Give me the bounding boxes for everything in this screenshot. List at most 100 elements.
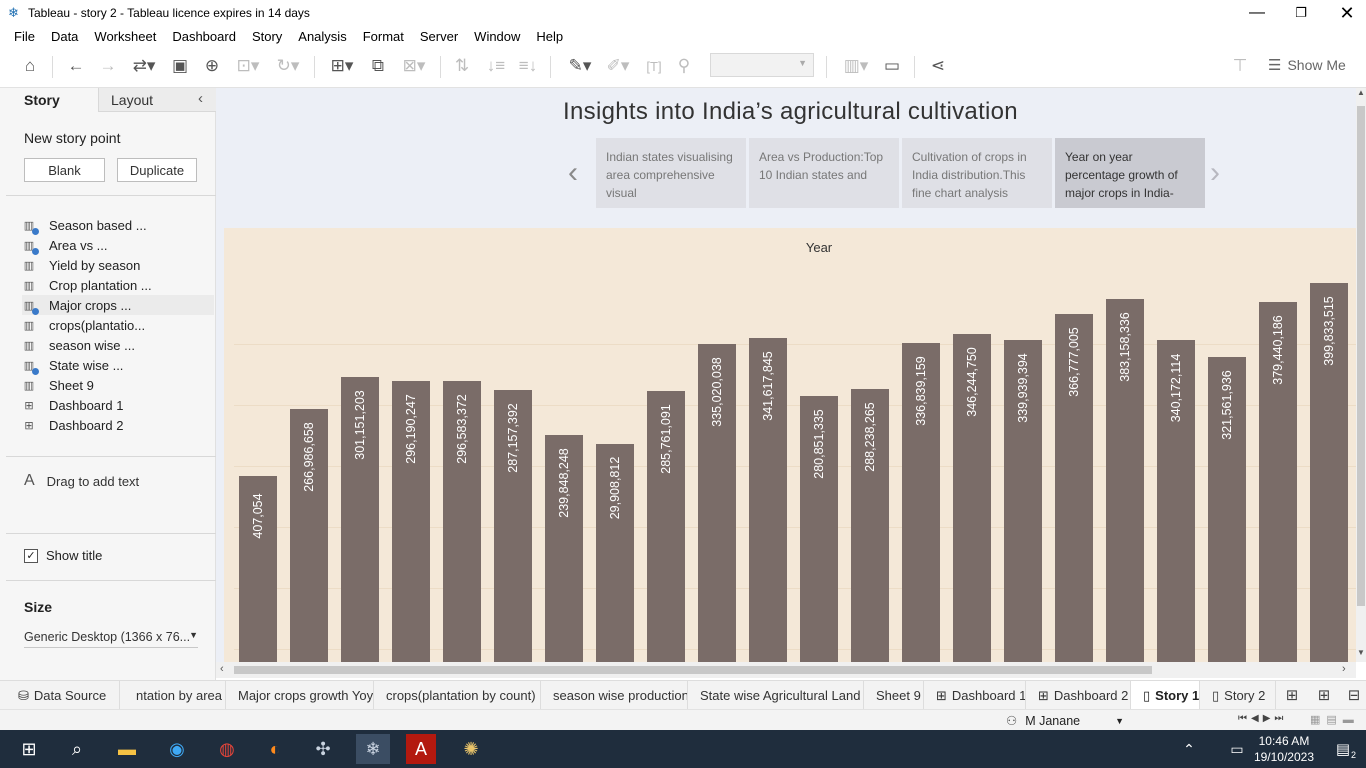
sheet-list-item[interactable]: ▥ season wise ... [22, 335, 214, 355]
vertical-scrollbar[interactable]: ▲ ▼ [1356, 88, 1366, 662]
scroll-up-icon[interactable]: ▲ [1357, 88, 1365, 97]
new-worksheet-icon[interactable]: ⊞▾ [330, 56, 354, 75]
bar[interactable] [1106, 299, 1144, 662]
bar[interactable] [392, 381, 430, 662]
next-story-point-icon[interactable]: › [1210, 156, 1220, 189]
bar[interactable] [596, 444, 634, 662]
windows-start-icon[interactable]: ⊞ [21, 738, 37, 759]
blank-button[interactable]: Blank [24, 158, 105, 182]
save-icon[interactable]: ▣ [171, 56, 189, 75]
sheet-tab[interactable]: crops(plantation by count) [374, 681, 541, 710]
swap-icon[interactable]: ⇅ [454, 56, 470, 75]
bar[interactable] [1157, 340, 1195, 662]
drag-to-add-text[interactable]: A Drag to add text [24, 472, 140, 489]
file-explorer-icon[interactable]: ▬ [118, 738, 136, 759]
new-worksheet-tab-icon[interactable]: ⊞ [1285, 687, 1299, 704]
menu-analysis[interactable]: Analysis [298, 28, 347, 44]
share-icon[interactable]: ⋖ [930, 56, 946, 75]
new-data-source-icon[interactable]: ⊕ [204, 56, 220, 75]
sheet-list-item[interactable]: ▥ State wise ... [22, 355, 214, 375]
bar[interactable] [953, 334, 991, 662]
user-menu[interactable]: ⚇ M Janane ▼ [1006, 713, 1124, 729]
bar[interactable] [341, 377, 379, 662]
menu-window[interactable]: Window [474, 28, 521, 44]
menu-format[interactable]: Format [362, 28, 404, 44]
duplicate-button[interactable]: Duplicate [117, 158, 197, 182]
bar[interactable] [800, 396, 838, 662]
new-story-tab-icon[interactable]: ⊟ [1347, 687, 1361, 704]
sheet-tab[interactable]: ⛁ Data Source [6, 681, 120, 710]
bar[interactable] [1055, 314, 1093, 662]
sheet-list-item[interactable]: ▥ Area vs ... [22, 235, 214, 255]
view-mode-icon[interactable]: ▦▤▬ [1310, 714, 1360, 726]
edge-icon[interactable]: ◉ [169, 738, 185, 759]
bar[interactable] [698, 344, 736, 662]
chevron-up-icon[interactable]: ⌃ [1183, 740, 1195, 757]
notifications-icon[interactable]: ▤ 2 [1335, 741, 1356, 760]
acrobat-icon[interactable]: A [406, 734, 436, 764]
tab-story[interactable]: Story [0, 88, 98, 112]
chrome-icon[interactable]: ◍ [219, 738, 235, 759]
close-button[interactable]: ✕ [1339, 2, 1355, 23]
menu-help[interactable]: Help [536, 28, 564, 44]
story-point-1[interactable]: Indian states visualising area comprehen… [596, 138, 746, 208]
bar[interactable] [647, 391, 685, 662]
redo-icon[interactable]: → [99, 56, 117, 75]
collapse-pane-icon[interactable]: ‹ [198, 90, 203, 107]
sheet-list-item[interactable]: ▥ Crop plantation ... [22, 275, 214, 295]
bar[interactable] [1259, 302, 1297, 662]
clock[interactable]: 10:46 AM 19/10/2023 [1253, 734, 1314, 764]
presentation-mode-icon[interactable]: ▭ [883, 56, 901, 75]
fit-icon[interactable]: ▥▾ [843, 56, 869, 75]
bar[interactable] [1208, 357, 1246, 662]
undo-icon[interactable]: ← [67, 56, 85, 75]
sheet-tab[interactable]: ⊞ Dashboard 1 [924, 681, 1026, 710]
fix-axes-icon[interactable]: ⚲ [677, 56, 691, 75]
sheet-tab[interactable]: Sheet 9 [864, 681, 924, 710]
menu-dashboard[interactable]: Dashboard [172, 28, 236, 44]
bar[interactable] [902, 343, 940, 662]
sheet-tab[interactable]: State wise Agricultural Land [688, 681, 864, 710]
sheet-list-item[interactable]: ⊞ Dashboard 2 [22, 415, 214, 435]
size-select[interactable]: Generic Desktop (1366 x 76... ▼ [24, 630, 198, 648]
duplicate-sheet-icon[interactable]: ⧉ [371, 56, 385, 75]
fit-select[interactable]: ▼ [710, 53, 814, 77]
refresh-icon[interactable]: ↻▾ [276, 56, 300, 75]
scroll-down-icon[interactable]: ▼ [1357, 648, 1365, 657]
sheet-tab[interactable]: Major crops growth Yoy [226, 681, 374, 710]
story-point-3[interactable]: Cultivation of crops in India distributi… [902, 138, 1052, 208]
tableau-active-icon[interactable]: ❄ [356, 734, 390, 764]
network-icon[interactable]: ▭ [1230, 740, 1244, 757]
show-title-checkbox[interactable]: ✓ Show title [24, 548, 102, 563]
bar[interactable] [443, 381, 481, 662]
new-dashboard-tab-icon[interactable]: ⊞ [1317, 687, 1331, 704]
firefox-icon[interactable]: ◐ [269, 738, 281, 759]
sheet-list-item[interactable]: ▥ Yield by season [22, 255, 214, 275]
story-point-2[interactable]: Area vs Production:Top 10 Indian states … [749, 138, 899, 208]
sheet-tab[interactable]: ⊞ Dashboard 2 [1026, 681, 1131, 710]
show-labels-icon[interactable]: [T] [646, 58, 662, 74]
bar[interactable] [1310, 283, 1348, 662]
sheet-tab[interactable]: ntation by area [124, 681, 226, 710]
minimize-button[interactable]: — [1249, 4, 1265, 21]
show-me-button[interactable]: ☰ Show Me [1268, 57, 1346, 74]
bar[interactable] [749, 338, 787, 662]
bar[interactable] [851, 389, 889, 662]
bar[interactable] [290, 409, 328, 662]
highlight-icon[interactable]: ✎▾ [568, 56, 592, 75]
sheet-list-item[interactable]: ▥ crops(plantatio... [22, 315, 214, 335]
sheet-list-item[interactable]: ⊞ Dashboard 1 [22, 395, 214, 415]
restore-button[interactable]: ❐ [1295, 5, 1307, 20]
scroll-left-icon[interactable]: ‹ [220, 663, 224, 675]
sheet-list-item[interactable]: ▥ Season based ... [22, 215, 214, 235]
sort-descending-icon[interactable]: ≡↓ [518, 56, 538, 75]
sort-ascending-icon[interactable]: ↓≡ [486, 56, 506, 75]
group-members-icon[interactable]: ✐▾ [606, 56, 630, 75]
menu-worksheet[interactable]: Worksheet [94, 28, 157, 44]
bar[interactable] [494, 390, 532, 662]
paint-icon[interactable]: ✺ [463, 738, 479, 759]
pause-updates-icon[interactable]: ⊡▾ [236, 56, 260, 75]
home-icon[interactable]: ⌂ [24, 56, 36, 75]
tooltip-icon[interactable]: ⊤ [1232, 56, 1248, 75]
story-point-4[interactable]: Year on year percentage growth of major … [1055, 138, 1205, 208]
